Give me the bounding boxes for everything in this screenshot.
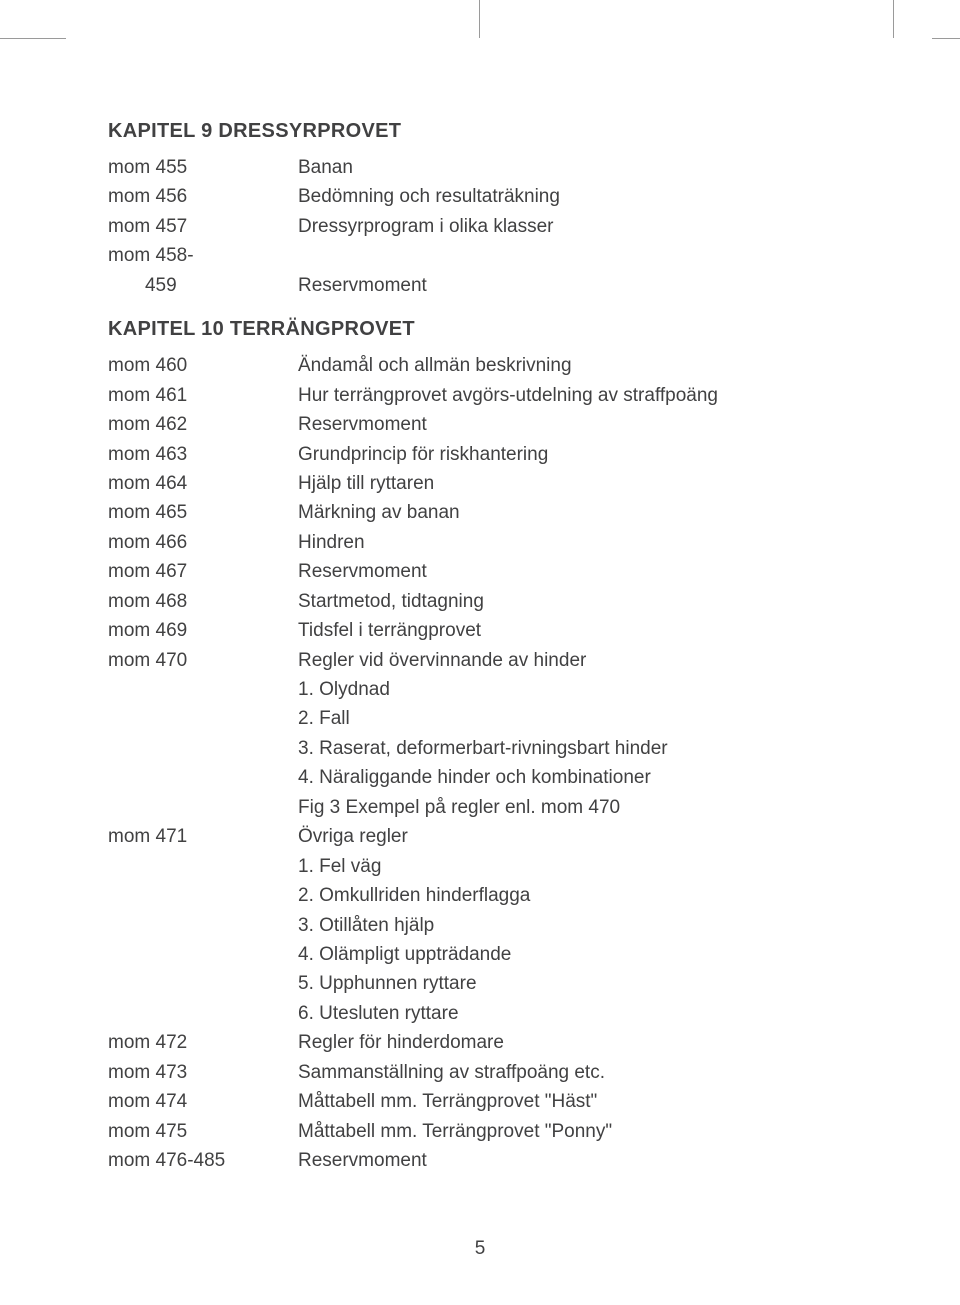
toc-left: mom 471 (108, 822, 298, 851)
toc-row: mom 473 Sammanställning av straffpoäng e… (108, 1058, 852, 1087)
toc-row: mom 463 Grundprincip för riskhantering (108, 440, 852, 469)
toc-right: Regler vid övervinnande av hinder (298, 646, 852, 675)
toc-left: mom 473 (108, 1058, 298, 1087)
toc-row: mom 469 Tidsfel i terrängprovet (108, 616, 852, 645)
toc-left: mom 457 (108, 212, 298, 241)
toc-row: mom 461 Hur terrängprovet avgörs-utdelni… (108, 381, 852, 410)
page-number: 5 (0, 1238, 960, 1260)
toc-right: Reservmoment (298, 410, 852, 439)
toc-right: Måttabell mm. Terrängprovet "Ponny" (298, 1117, 852, 1146)
toc-left: mom 458- (108, 241, 298, 270)
toc-right: Reservmoment (298, 557, 852, 586)
toc-left: mom 472 (108, 1028, 298, 1057)
toc-left: mom 460 (108, 351, 298, 380)
toc-left: 459 (108, 271, 298, 300)
toc-subitem: Fig 3 Exempel på regler enl. mom 470 (298, 793, 852, 822)
toc-right: Regler för hinderdomare (298, 1028, 852, 1057)
toc-right: Grundprincip för riskhantering (298, 440, 852, 469)
crop-mark-right-v (893, 0, 894, 38)
toc-left: mom 465 (108, 498, 298, 527)
toc-right: Hjälp till ryttaren (298, 469, 852, 498)
toc-right: Sammanställning av straffpoäng etc. (298, 1058, 852, 1087)
toc-row: mom 476-485 Reservmoment (108, 1146, 852, 1175)
toc-row: mom 468 Startmetod, tidtagning (108, 587, 852, 616)
toc-subitem: 6. Utesluten ryttare (298, 999, 852, 1028)
crop-mark-center (479, 0, 480, 38)
toc-right: Övriga regler (298, 822, 852, 851)
toc-left: mom 468 (108, 587, 298, 616)
crop-marks (0, 0, 960, 60)
toc-row: mom 465 Märkning av banan (108, 498, 852, 527)
toc-subitem: 1. Olydnad (298, 675, 852, 704)
toc-row: mom 471 Övriga regler (108, 822, 852, 851)
toc-right (298, 241, 852, 270)
toc-row: mom 462 Reservmoment (108, 410, 852, 439)
toc-row: mom 474 Måttabell mm. Terrängprovet "Häs… (108, 1087, 852, 1116)
toc-right: Märkning av banan (298, 498, 852, 527)
toc-row: mom 456 Bedömning och resultaträkning (108, 182, 852, 211)
toc-row: mom 458- (108, 241, 852, 270)
toc-row: mom 455 Banan (108, 153, 852, 182)
toc-left: mom 461 (108, 381, 298, 410)
section-gap (108, 300, 852, 318)
chapter-10-heading: KAPITEL 10 TERRÄNGPROVET (108, 318, 852, 341)
toc-left: mom 463 (108, 440, 298, 469)
toc-right: Hindren (298, 528, 852, 557)
toc-row: mom 475 Måttabell mm. Terrängprovet "Pon… (108, 1117, 852, 1146)
toc-left: mom 467 (108, 557, 298, 586)
toc-right: Reservmoment (298, 271, 852, 300)
page-content: KAPITEL 9 DRESSYRPROVET mom 455 Banan mo… (108, 120, 852, 1175)
toc-left: mom 462 (108, 410, 298, 439)
toc-right: Bedömning och resultaträkning (298, 182, 852, 211)
crop-mark-left (0, 38, 66, 39)
chapter-9-heading: KAPITEL 9 DRESSYRPROVET (108, 120, 852, 143)
toc-left: mom 464 (108, 469, 298, 498)
toc-subitem: 3. Raserat, deformerbart-rivningsbart hi… (298, 734, 852, 763)
toc-left: mom 466 (108, 528, 298, 557)
toc-subitem: 3. Otillåten hjälp (298, 911, 852, 940)
toc-row: mom 460 Ändamål och allmän beskrivning (108, 351, 852, 380)
toc-row: mom 470 Regler vid övervinnande av hinde… (108, 646, 852, 675)
toc-left: mom 455 (108, 153, 298, 182)
toc-subitem: 4. Näraliggande hinder och kombinationer (298, 763, 852, 792)
toc-left: mom 470 (108, 646, 298, 675)
toc-left: mom 469 (108, 616, 298, 645)
toc-left: mom 476-485 (108, 1146, 298, 1175)
crop-mark-right-h (932, 38, 960, 39)
toc-row: mom 466 Hindren (108, 528, 852, 557)
toc-left: mom 456 (108, 182, 298, 211)
toc-row: mom 464 Hjälp till ryttaren (108, 469, 852, 498)
toc-row: mom 457 Dressyrprogram i olika klasser (108, 212, 852, 241)
toc-subitem: 2. Fall (298, 704, 852, 733)
toc-left: mom 475 (108, 1117, 298, 1146)
toc-subitem: 4. Olämpligt uppträdande (298, 940, 852, 969)
toc-right: Måttabell mm. Terrängprovet "Häst" (298, 1087, 852, 1116)
toc-right: Banan (298, 153, 852, 182)
toc-right: Dressyrprogram i olika klasser (298, 212, 852, 241)
toc-row: mom 472 Regler för hinderdomare (108, 1028, 852, 1057)
toc-subitem: 1. Fel väg (298, 852, 852, 881)
toc-right: Hur terrängprovet avgörs-utdelning av st… (298, 381, 852, 410)
toc-subitem: 2. Omkullriden hinderflagga (298, 881, 852, 910)
toc-right: Tidsfel i terrängprovet (298, 616, 852, 645)
toc-row: 459 Reservmoment (108, 271, 852, 300)
toc-row: mom 467 Reservmoment (108, 557, 852, 586)
toc-subitem: 5. Upphunnen ryttare (298, 969, 852, 998)
toc-right: Startmetod, tidtagning (298, 587, 852, 616)
toc-right: Reservmoment (298, 1146, 852, 1175)
toc-right: Ändamål och allmän beskrivning (298, 351, 852, 380)
toc-left: mom 474 (108, 1087, 298, 1116)
